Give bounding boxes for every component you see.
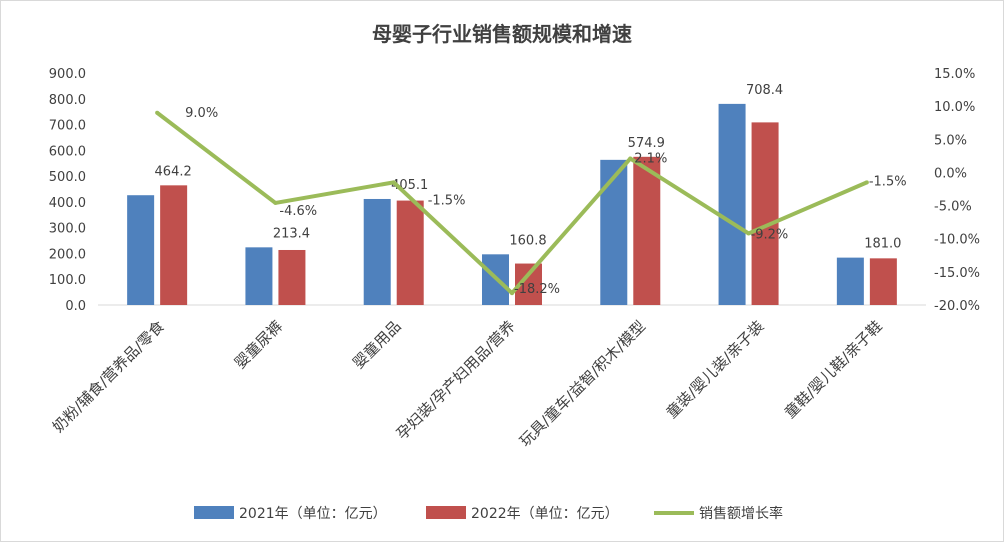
growth-rate-data-label: -18.2% — [514, 282, 560, 297]
y-left-tick-label: 200.0 — [49, 247, 86, 262]
bar-2021 — [600, 159, 628, 305]
y-right-tick-label: -5.0% — [934, 200, 972, 215]
x-category-label: 玩具/童车/益智/积木/模型 — [516, 317, 649, 450]
y-left-tick-label: 0.0 — [65, 299, 86, 314]
growth-rate-data-label: 9.0% — [185, 106, 218, 121]
growth-rate-point — [864, 180, 869, 185]
growth-rate-point — [273, 200, 278, 205]
growth-rate-data-label: -9.2% — [751, 227, 789, 242]
y-right-tick-label: 0.0% — [934, 166, 967, 181]
growth-rate-data-label: -4.6% — [279, 204, 317, 219]
bar-2022 — [278, 249, 306, 305]
y-left-tick-label: 900.0 — [49, 67, 86, 82]
bar-2022 — [633, 156, 661, 305]
y-left-tick-label: 400.0 — [49, 196, 86, 211]
x-category-label: 童装/婴儿装/亲子装 — [663, 317, 768, 422]
y-right-tick-label: 15.0% — [934, 67, 975, 82]
x-category-label: 奶粉/辅食/营养品/零食 — [49, 317, 168, 436]
bar-2022-data-label: 213.4 — [273, 226, 310, 241]
legend-label: 销售额增长率 — [699, 505, 783, 522]
y-left-tick-label: 100.0 — [49, 273, 86, 288]
x-category-label: 婴童尿裤 — [231, 317, 286, 372]
bar-2021 — [363, 198, 391, 305]
bar-2022-data-label: 708.4 — [746, 83, 783, 98]
y-right-tick-label: -20.0% — [934, 299, 980, 314]
bar-2021 — [836, 257, 864, 305]
growth-rate-point — [391, 180, 396, 185]
y-right-tick-label: 10.0% — [934, 100, 975, 115]
growth-rate-data-label: -1.5% — [869, 174, 907, 189]
y-left-tick-label: 800.0 — [49, 93, 86, 108]
y-left-tick-label: 600.0 — [49, 144, 86, 159]
y-left-tick-label: 500.0 — [49, 170, 86, 185]
x-category-label: 婴童用品 — [349, 317, 404, 372]
bar-2022 — [751, 122, 779, 305]
growth-rate-data-label: 2.1% — [634, 152, 667, 167]
y-right-tick-label: -10.0% — [934, 233, 980, 248]
bar-2022-data-label: 574.9 — [628, 136, 665, 151]
x-category-label: 孕妇装/孕产妇用品/营养 — [393, 317, 519, 443]
y-right-tick-label: -15.0% — [934, 266, 980, 281]
x-category-label: 童鞋/婴儿鞋/亲子鞋 — [781, 317, 886, 422]
bar-2022-data-label: 464.2 — [155, 164, 192, 179]
bar-2021 — [127, 195, 155, 305]
growth-rate-point — [746, 231, 751, 236]
bar-2022-data-label: 160.8 — [509, 233, 546, 248]
bar-2022 — [160, 185, 188, 305]
growth-rate-data-label: -1.5% — [428, 193, 466, 208]
y-left-tick-label: 300.0 — [49, 222, 86, 237]
bar-2022 — [869, 258, 897, 305]
bar-2021 — [718, 103, 746, 305]
chart-title: 母婴子行业销售额规模和增速 — [372, 22, 632, 46]
growth-rate-point — [510, 291, 514, 296]
growth-rate-point — [155, 110, 160, 115]
legend-swatch-2022 — [426, 506, 466, 519]
legend-swatch-2021 — [194, 506, 234, 519]
bar-2022 — [396, 200, 424, 305]
bar-2022-data-label: 181.0 — [864, 237, 901, 252]
bar-2021 — [245, 247, 273, 305]
y-right-tick-label: 5.0% — [934, 133, 967, 148]
legend-label: 2021年（单位：亿元） — [239, 506, 387, 522]
growth-rate-point — [628, 156, 633, 161]
y-left-tick-label: 700.0 — [49, 119, 86, 134]
legend-label: 2022年（单位：亿元） — [471, 506, 619, 522]
